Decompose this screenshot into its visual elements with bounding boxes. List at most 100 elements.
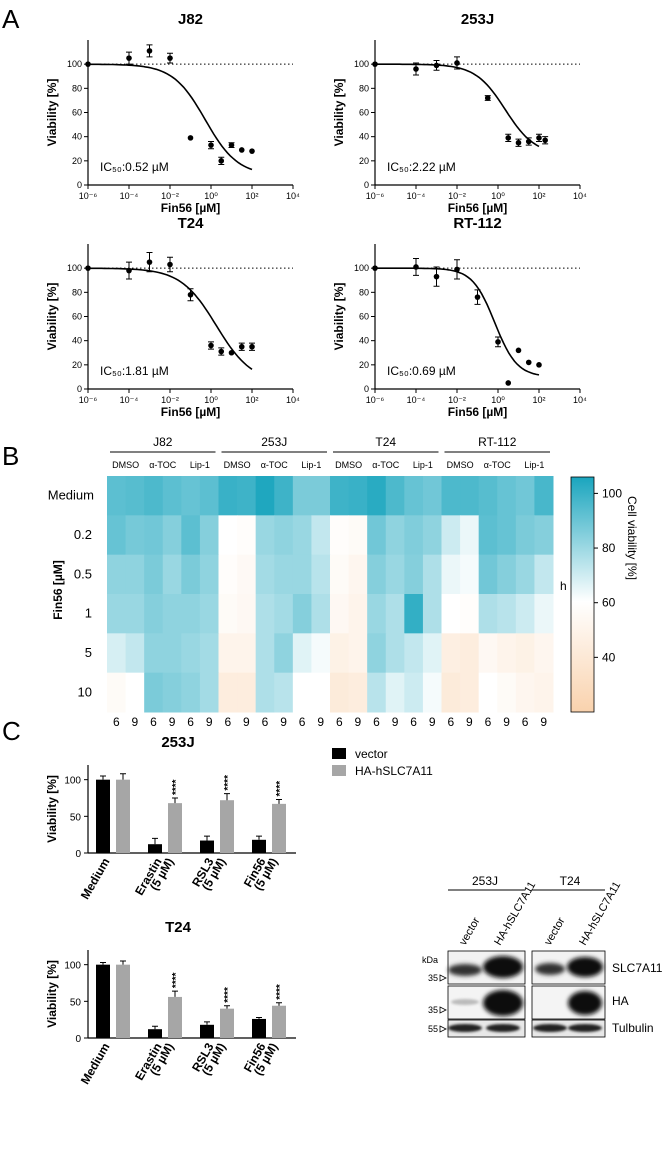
heatmap-cell xyxy=(125,594,145,634)
heatmap-cell xyxy=(292,476,312,516)
heatmap-time-label: 9 xyxy=(317,715,324,729)
heatmap-cell xyxy=(292,633,312,674)
data-point xyxy=(505,135,512,141)
error-bar xyxy=(152,1025,158,1030)
dose-response-plot-2: 253J 0 20 40 60 80 100 10⁻⁶ 10⁻⁴ 10⁻² 10⁰ 10² 10⁴ Fin… xyxy=(332,11,587,215)
heatmap-condition-label: DMSO xyxy=(447,460,474,470)
heatmap-cell xyxy=(497,476,517,516)
heatmap-cell xyxy=(218,633,238,674)
heatmap-time-label: 9 xyxy=(392,715,399,729)
heatmap-cell xyxy=(255,515,275,556)
heatmap-cell xyxy=(534,672,554,713)
bar-vector xyxy=(200,1024,214,1038)
data-point xyxy=(85,61,91,67)
data-point xyxy=(167,261,173,268)
y-tick-label: 20 xyxy=(359,156,369,166)
heatmap-cell xyxy=(367,515,387,556)
heatmap-condition-label: α-TOC xyxy=(261,460,289,470)
heatmap-cell xyxy=(441,476,461,516)
data-point xyxy=(413,264,419,270)
x-tick-label: 10⁴ xyxy=(286,191,300,201)
heatmap-cell xyxy=(144,633,164,674)
heatmap-cell xyxy=(274,515,294,556)
band xyxy=(568,991,602,1015)
wb-cell-line-t24: T24 xyxy=(560,874,581,888)
data-point xyxy=(249,148,255,154)
wb-cell-line-253j: 253J xyxy=(472,874,498,888)
error-bar xyxy=(276,1002,282,1006)
bar-chart-title: 253J xyxy=(161,734,194,751)
heatmap-cell xyxy=(515,633,535,674)
heatmap-cell xyxy=(478,594,498,634)
plot-title: 253J xyxy=(461,11,494,28)
heatmap-cell xyxy=(422,554,442,595)
heatmap-cell xyxy=(348,476,368,516)
heatmap-cell xyxy=(311,594,331,634)
fit-curve xyxy=(375,63,540,148)
significance-label: **** xyxy=(275,781,286,797)
heatmap-cell xyxy=(311,633,331,674)
heatmap-cell xyxy=(125,633,145,674)
x-tick-label: 10⁰ xyxy=(204,395,218,405)
heatmap-cell xyxy=(385,515,405,556)
heatmap-cell xyxy=(460,554,480,595)
heatmap-time-label: 9 xyxy=(206,715,213,729)
bar-HA-hSLC7A11 xyxy=(272,803,286,853)
fit-curve xyxy=(375,267,540,376)
heatmap-cell xyxy=(515,594,535,634)
wb-protein-slc7a11: SLC7A11 xyxy=(612,961,663,975)
heatmap-cell xyxy=(162,633,182,674)
heatmap-row-label: 5 xyxy=(85,645,92,660)
heatmap-condition-label: Lip-1 xyxy=(190,460,210,470)
x-tick-label: 10⁻⁶ xyxy=(79,395,98,405)
heatmap-cell xyxy=(255,672,275,713)
error-bar xyxy=(256,835,262,840)
fit-curve xyxy=(87,63,253,171)
heatmap-cell xyxy=(460,633,480,674)
heatmap-cell xyxy=(330,672,350,713)
heatmap-cell xyxy=(162,476,182,516)
y-tick-label: 20 xyxy=(359,360,369,370)
heatmap-cell xyxy=(292,554,312,595)
y-tick-label: 100 xyxy=(67,263,82,273)
plot-title: T24 xyxy=(178,215,205,232)
error-bar xyxy=(204,1021,210,1025)
x-tick-label: 10⁻² xyxy=(161,395,179,405)
heatmap-cell xyxy=(385,594,405,634)
data-point xyxy=(187,291,194,298)
heatmap-cell xyxy=(367,554,387,595)
heatmap-cell xyxy=(330,633,350,674)
y-tick-label: 0 xyxy=(75,1034,81,1045)
heatmap-row-label: 0.2 xyxy=(74,527,92,542)
y-tick-label: 0 xyxy=(75,849,81,860)
band xyxy=(483,956,523,978)
heatmap-cell xyxy=(274,672,294,713)
heatmap-cell xyxy=(311,672,331,713)
heatmap-condition-label: Lip-1 xyxy=(413,460,433,470)
heatmap-cell xyxy=(162,515,182,556)
x-tick-label: 10⁻⁶ xyxy=(366,395,385,405)
bar-HA-hSLC7A11 xyxy=(272,1005,286,1038)
data-point xyxy=(525,138,532,145)
heatmap-cell xyxy=(534,594,554,634)
x-tick-label: 10⁰ xyxy=(491,395,505,405)
heatmap-cell xyxy=(181,633,201,674)
dose-response-plot-4: RT-112 0 20 40 60 80 100 10⁻⁶ 10⁻⁴ 10⁻² 10⁰ 10² 10⁴ F… xyxy=(332,215,587,419)
heatmap-cell xyxy=(330,476,350,516)
heatmap-cell xyxy=(237,633,257,674)
heatmap-cell xyxy=(274,476,294,516)
heatmap-cell xyxy=(107,633,127,674)
y-axis-label: Viability [%] xyxy=(332,283,346,351)
heatmap-cell xyxy=(181,515,201,556)
x-tick-label: 10⁻⁴ xyxy=(120,191,139,201)
significance-label: **** xyxy=(171,779,182,795)
panel-label-b: B xyxy=(2,441,19,471)
band xyxy=(448,1024,482,1032)
bar-vector xyxy=(96,779,110,853)
x-tick-label: 10⁻² xyxy=(448,395,466,405)
data-point xyxy=(228,142,235,148)
heatmap-cell xyxy=(515,515,535,556)
heatmap-cell xyxy=(274,633,294,674)
y-tick-label: 100 xyxy=(64,961,81,972)
